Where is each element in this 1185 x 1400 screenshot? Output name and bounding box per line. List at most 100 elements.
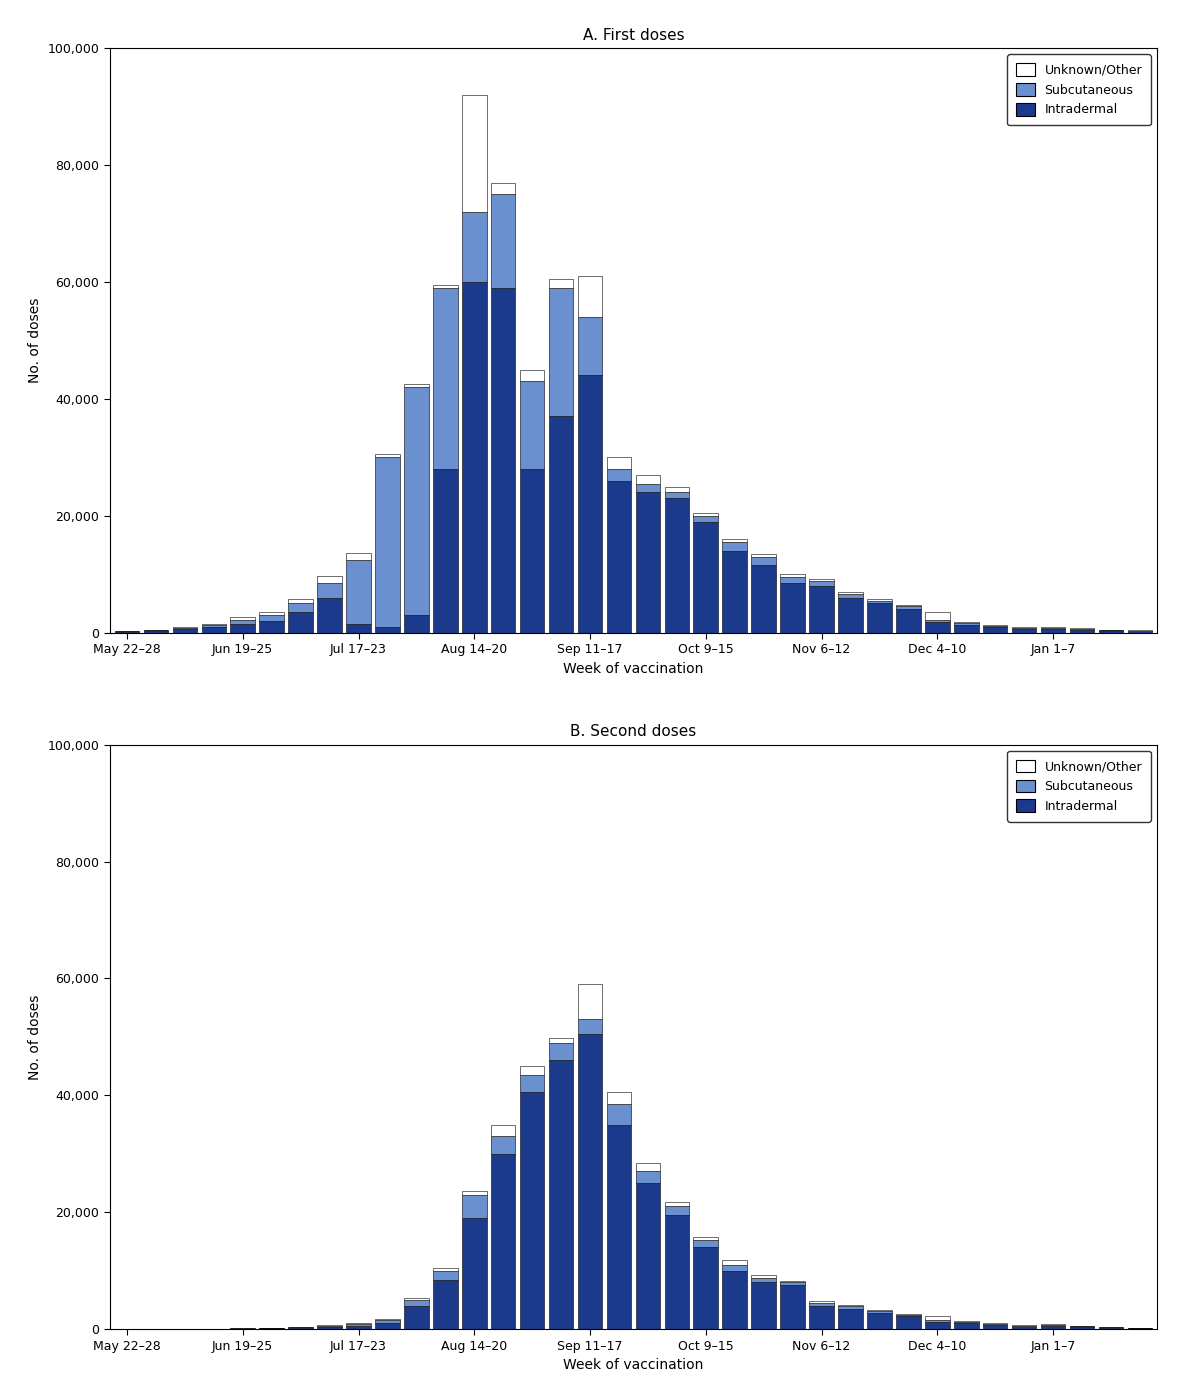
Bar (925, 1322, 949, 1329)
Bar (867, 1313, 891, 1329)
Bar (838, 598, 863, 633)
Bar (635, 493, 660, 633)
Bar (578, 375, 602, 633)
Bar (607, 480, 632, 633)
Bar (288, 603, 313, 612)
Bar (433, 284, 457, 288)
Bar (780, 577, 805, 582)
Bar (346, 1324, 371, 1326)
Bar (433, 1271, 457, 1280)
Bar (982, 627, 1007, 633)
Bar (925, 622, 949, 633)
Bar (288, 599, 313, 603)
Bar (751, 554, 776, 557)
Bar (433, 1280, 457, 1329)
Bar (607, 1092, 632, 1105)
Bar (693, 1240, 718, 1247)
Bar (491, 182, 515, 195)
Title: A. First doses: A. First doses (583, 28, 684, 43)
Title: B. Second doses: B. Second doses (570, 724, 697, 739)
X-axis label: Week of vaccination: Week of vaccination (563, 1358, 704, 1372)
Bar (260, 622, 284, 633)
Legend: Unknown/Other, Subcutaneous, Intradermal: Unknown/Other, Subcutaneous, Intradermal (1007, 750, 1151, 822)
Bar (462, 1218, 487, 1329)
Bar (520, 1092, 544, 1329)
Bar (346, 560, 371, 624)
Bar (1128, 631, 1152, 633)
Bar (143, 631, 168, 633)
Bar (404, 1301, 429, 1306)
Bar (896, 1315, 921, 1316)
Bar (230, 617, 255, 620)
Bar (867, 1310, 891, 1313)
Bar (1098, 1327, 1123, 1329)
Bar (665, 1201, 690, 1207)
Bar (578, 316, 602, 375)
Bar (1098, 630, 1123, 633)
Bar (780, 1285, 805, 1329)
Bar (462, 1194, 487, 1218)
Bar (520, 469, 544, 633)
Bar (376, 1323, 399, 1329)
Bar (462, 1190, 487, 1194)
Bar (925, 1316, 949, 1320)
Bar (1012, 1326, 1037, 1329)
Bar (404, 388, 429, 615)
Bar (723, 542, 747, 550)
Bar (693, 1247, 718, 1329)
Bar (693, 512, 718, 515)
Bar (201, 626, 226, 627)
Bar (896, 606, 921, 609)
Bar (723, 1266, 747, 1271)
Bar (838, 592, 863, 594)
Bar (346, 553, 371, 560)
Bar (982, 1326, 1007, 1329)
Bar (809, 1303, 834, 1306)
Bar (491, 1154, 515, 1329)
Y-axis label: No. of doses: No. of doses (27, 298, 41, 384)
Bar (954, 1323, 979, 1329)
Bar (230, 624, 255, 633)
Bar (578, 984, 602, 1019)
Bar (578, 276, 602, 316)
Bar (635, 483, 660, 493)
Bar (201, 627, 226, 633)
Bar (751, 1282, 776, 1329)
Bar (607, 469, 632, 480)
Bar (665, 1207, 690, 1215)
Bar (751, 1278, 776, 1282)
Bar (780, 574, 805, 577)
Bar (751, 566, 776, 633)
Bar (549, 279, 574, 288)
Bar (230, 620, 255, 624)
Bar (838, 1306, 863, 1309)
Bar (549, 1043, 574, 1060)
Bar (1040, 629, 1065, 633)
Bar (809, 580, 834, 581)
Bar (462, 211, 487, 281)
Bar (665, 493, 690, 498)
Bar (751, 1275, 776, 1278)
Bar (693, 1238, 718, 1240)
Bar (520, 381, 544, 469)
Bar (867, 603, 891, 633)
Bar (809, 587, 834, 633)
Bar (260, 612, 284, 615)
Bar (896, 609, 921, 633)
Bar (549, 416, 574, 633)
Bar (780, 1282, 805, 1285)
Bar (607, 1124, 632, 1329)
Bar (809, 1302, 834, 1303)
Bar (433, 288, 457, 469)
Bar (549, 1060, 574, 1329)
Bar (751, 557, 776, 566)
Bar (954, 626, 979, 633)
Bar (635, 1162, 660, 1172)
Bar (346, 624, 371, 633)
Bar (491, 288, 515, 633)
Bar (433, 469, 457, 633)
Bar (520, 370, 544, 381)
Y-axis label: No. of doses: No. of doses (27, 994, 41, 1079)
X-axis label: Week of vaccination: Week of vaccination (563, 662, 704, 676)
Bar (665, 1215, 690, 1329)
